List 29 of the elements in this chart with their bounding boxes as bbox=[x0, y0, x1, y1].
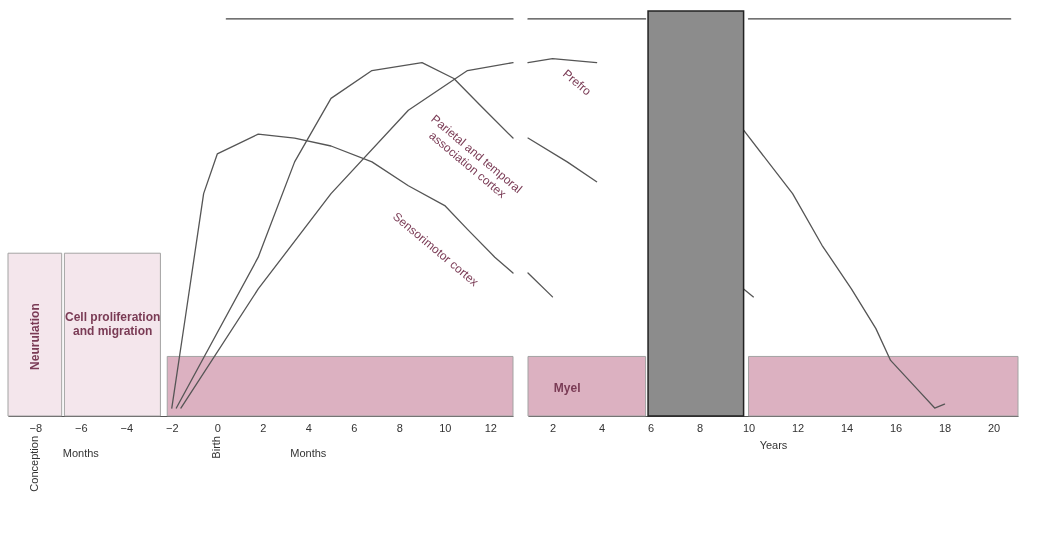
x-tick-label: 4 bbox=[598, 421, 606, 434]
x-tick-label: 10 bbox=[742, 421, 756, 434]
x-tick-label: −6 bbox=[75, 421, 88, 434]
x-tick-label: 10 bbox=[439, 421, 452, 434]
x-tick-label: 6 bbox=[647, 421, 655, 434]
x-tick-label: 2 bbox=[260, 421, 267, 434]
x-tick-label: −4 bbox=[120, 421, 134, 434]
text: Conception bbox=[28, 436, 41, 492]
x-tick-label: 20 bbox=[987, 421, 1001, 434]
text: Months bbox=[290, 447, 327, 459]
x-tick-label: 4 bbox=[305, 421, 312, 434]
series-label: Cell proliferation and migration bbox=[64, 309, 161, 338]
x-tick-label: 12 bbox=[484, 421, 497, 434]
x-tick-label: 12 bbox=[791, 421, 805, 434]
text: Birth bbox=[210, 436, 223, 459]
x-tick-label: 2 bbox=[549, 421, 557, 434]
x-tick-label: 8 bbox=[696, 421, 704, 434]
series-label: Neurulation bbox=[28, 303, 43, 370]
x-axis-title: Years bbox=[759, 438, 788, 451]
series-label: Myel bbox=[553, 381, 581, 396]
x-tick-label: 16 bbox=[889, 421, 903, 434]
x-tick-label: 0 bbox=[214, 421, 221, 434]
x-tick-label: 8 bbox=[396, 421, 403, 434]
x-tick-label: 6 bbox=[351, 421, 358, 434]
x-tick-label: −2 bbox=[166, 421, 179, 434]
text: Months bbox=[62, 447, 100, 459]
x-tick-label: 14 bbox=[840, 421, 854, 434]
x-tick-label: −8 bbox=[29, 421, 43, 434]
x-tick-label: 18 bbox=[938, 421, 952, 434]
